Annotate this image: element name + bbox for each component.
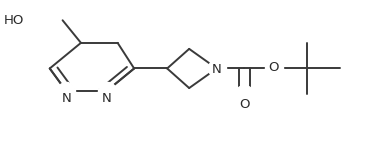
Text: N: N	[102, 92, 112, 105]
Text: HO: HO	[4, 14, 24, 27]
Text: O: O	[239, 98, 250, 111]
Text: O: O	[268, 61, 279, 74]
Text: N: N	[212, 63, 222, 76]
Text: N: N	[61, 92, 71, 105]
